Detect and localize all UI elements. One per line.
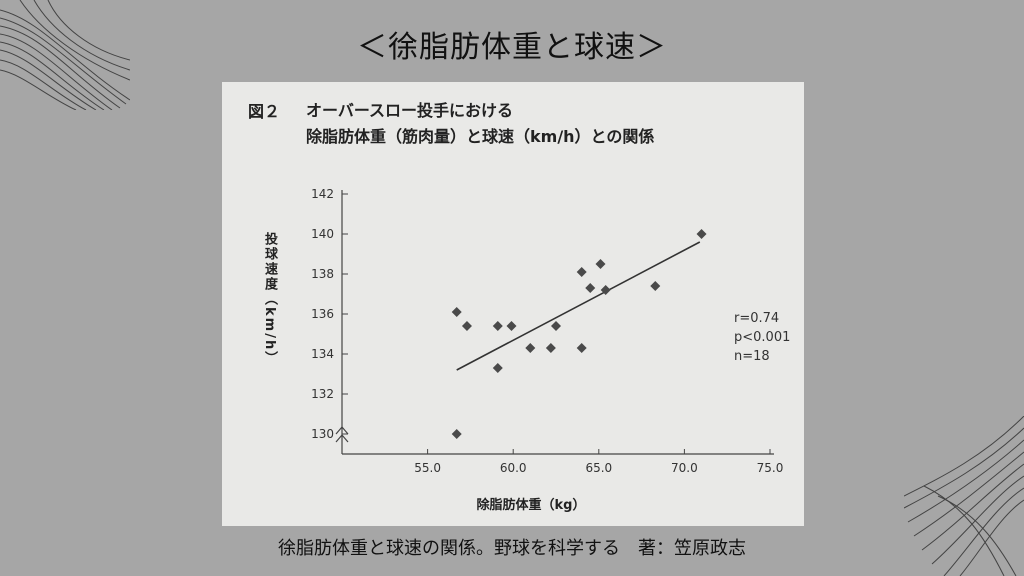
x-tick-label: 75.0 [757, 461, 784, 475]
axis-break-mark [335, 426, 349, 435]
slide-title: ＜徐脂肪体重と球速＞ [357, 30, 667, 65]
data-point [451, 429, 462, 439]
data-point [576, 343, 587, 353]
chart-figure: 図２ オーバースロー投手における 除脂肪体重（筋肉量）と球速（km/h）との関係… [222, 82, 804, 526]
figure-title: オーバースロー投手における 除脂肪体重（筋肉量）と球速（km/h）との関係 [306, 98, 654, 150]
figure-title-line-1: オーバースロー投手における [306, 101, 514, 120]
data-point [595, 259, 606, 269]
figure-title-line-2: 除脂肪体重（筋肉量）と球速（km/h）との関係 [306, 127, 655, 146]
x-tick-label: 55.0 [414, 461, 441, 475]
stat-annotation: n=18 [734, 349, 770, 364]
data-point [492, 363, 503, 373]
x-tick-label: 65.0 [585, 461, 612, 475]
data-point [545, 343, 556, 353]
trend-line [456, 241, 701, 371]
scatter-chart: 130 132 134 136 138 140 142 55.0 60.0 65.0 70.0 75.… [311, 187, 790, 513]
y-tick-label: 132 [311, 387, 334, 401]
data-point [585, 283, 596, 293]
data-point [461, 321, 472, 331]
y-tick-label: 142 [311, 187, 334, 201]
data-point [506, 321, 517, 331]
data-point [600, 285, 611, 295]
data-point [525, 343, 536, 353]
decorative-lines-bottom-right [904, 416, 1024, 576]
data-point [551, 321, 561, 331]
y-tick-label: 130 [311, 427, 334, 441]
figure-label: 図２ [248, 102, 281, 121]
data-point [576, 267, 587, 277]
x-axis-label: 除脂肪体重（kg） [477, 497, 586, 513]
stat-annotation: r=0.74 [734, 311, 779, 326]
x-tick-label: 70.0 [671, 461, 698, 475]
data-point [696, 229, 707, 239]
slide-caption: 徐脂肪体重と球速の関係。野球を科学する 著：笠原政志 [278, 538, 746, 559]
y-tick-label: 140 [311, 227, 334, 241]
data-point [451, 307, 462, 317]
y-tick-label: 138 [311, 267, 334, 281]
data-point [650, 281, 661, 291]
stat-annotation: p<0.001 [734, 330, 790, 345]
axis-break-mark [335, 434, 349, 443]
decorative-lines-top-left [0, 0, 130, 110]
y-tick-label: 136 [311, 307, 334, 321]
x-tick-label: 60.0 [500, 461, 527, 475]
y-tick-label: 134 [311, 347, 334, 361]
data-point [492, 321, 503, 331]
y-axis-label: 投球速度（km/h） [262, 232, 277, 367]
